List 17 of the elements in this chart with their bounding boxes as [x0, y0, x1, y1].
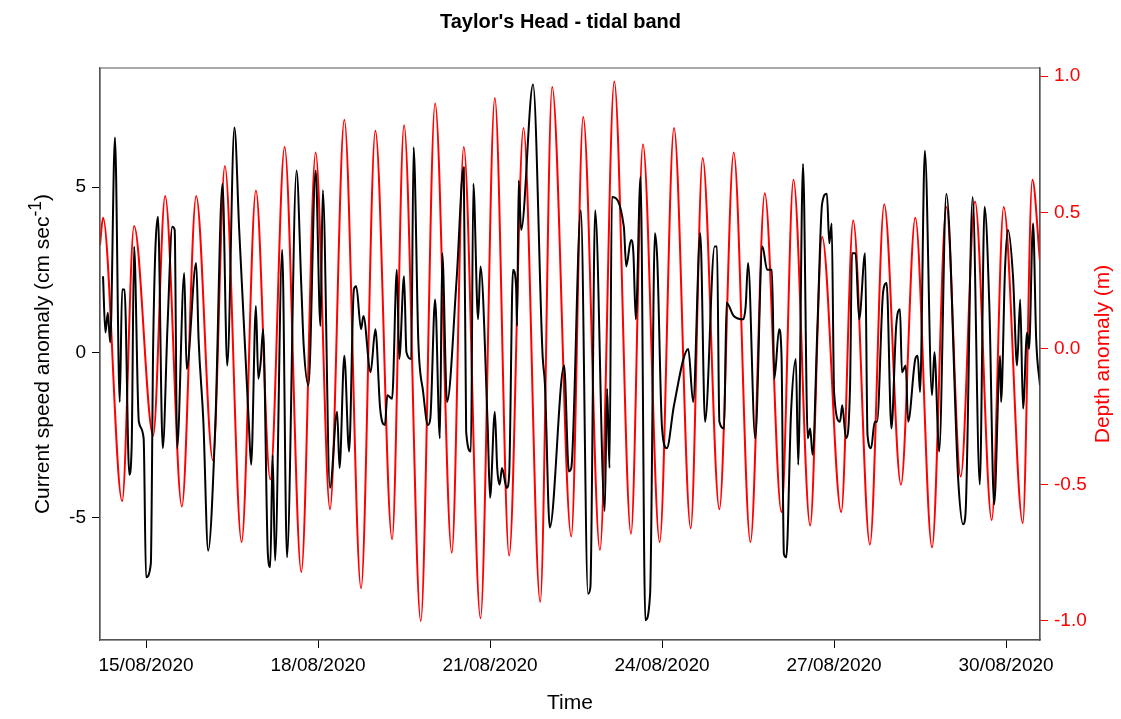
y-tick-label: 5: [75, 175, 86, 197]
x-tick-label: 18/08/2020: [270, 653, 366, 675]
y2-tick-label: -0.5: [1054, 472, 1087, 494]
y-tick-label: -5: [69, 505, 86, 527]
y2-tick-label: 0.0: [1054, 336, 1081, 358]
x-tick-label: 21/08/2020: [442, 653, 538, 675]
x-axis-title: Time: [546, 690, 594, 714]
x-tick-label: 15/08/2020: [98, 653, 194, 675]
chart-title: Taylor's Head - tidal band: [438, 10, 683, 33]
x-tick-label: 27/08/2020: [786, 653, 882, 675]
y2-tick-label: -1.0: [1054, 609, 1087, 631]
y-tick-label: 0: [75, 340, 86, 362]
y2-tick-label: 1.0: [1054, 64, 1081, 86]
x-tick-label: 30/08/2020: [958, 653, 1054, 675]
x-tick-label: 24/08/2020: [614, 653, 710, 675]
y2-axis-title: Depth anomaly (m): [1090, 264, 1114, 444]
y2-tick-label: 0.5: [1054, 200, 1081, 222]
